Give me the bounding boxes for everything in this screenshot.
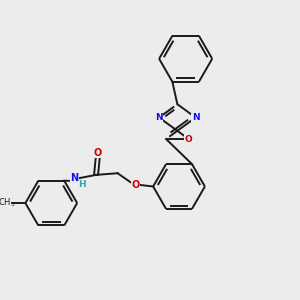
Text: H: H [78,180,85,189]
Text: O: O [185,134,193,143]
Text: O: O [94,148,102,158]
Text: O: O [132,180,140,190]
Text: N: N [192,113,200,122]
Text: CH$_3$: CH$_3$ [0,197,16,209]
Text: N: N [155,113,163,122]
Text: N: N [70,173,79,183]
